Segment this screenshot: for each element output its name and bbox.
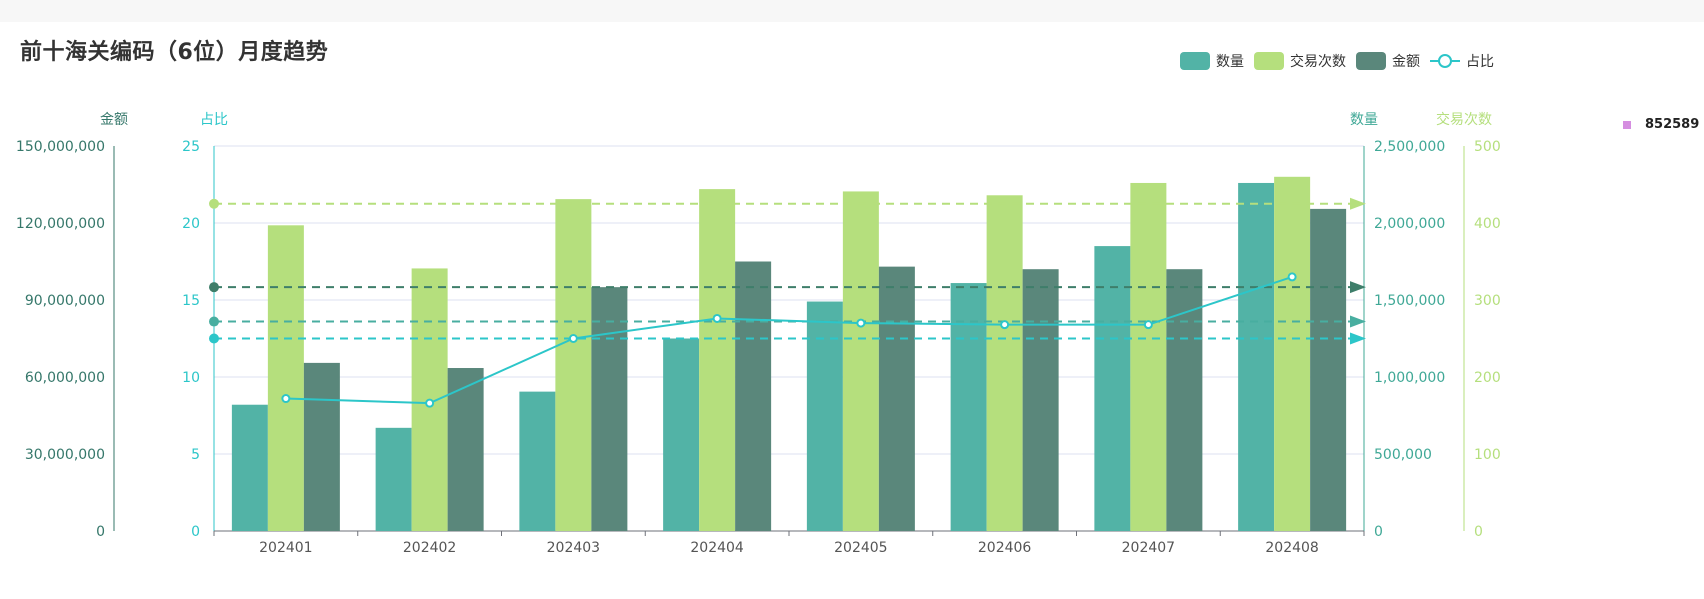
legend-item-count[interactable]: 交易次数 <box>1254 51 1346 71</box>
axis-title-amount: 金额 <box>100 112 128 128</box>
x-tick-label: 202403 <box>547 540 600 556</box>
bar-amount <box>878 266 915 531</box>
x-tick-label: 202404 <box>690 540 744 556</box>
bar-qty <box>663 338 700 531</box>
legend-swatch-qty <box>1180 52 1210 70</box>
x-tick-label: 202401 <box>259 540 312 556</box>
line-point-ratio <box>856 318 866 328</box>
bar-amount <box>591 287 628 531</box>
axis-tick-qty: 2,500,000 <box>1374 139 1445 155</box>
legend-label-ratio: 占比 <box>1466 54 1494 70</box>
bar-amount <box>447 368 484 531</box>
bar-amount <box>1022 269 1059 531</box>
legend-item-amount[interactable]: 金额 <box>1356 51 1420 71</box>
bar-qty <box>375 427 412 531</box>
axis-tick-ratio: 0 <box>191 524 200 540</box>
bar-amount <box>735 261 772 531</box>
average-line-start-amount <box>209 282 219 293</box>
legend-swatch-amount <box>1356 52 1386 70</box>
axis-tick-amount: 150,000,000 <box>16 139 105 155</box>
x-tick-label: 202406 <box>978 540 1032 556</box>
legend-swatch-count <box>1254 52 1284 70</box>
bar-count <box>1130 182 1167 531</box>
legend-label-amount: 金额 <box>1392 54 1420 70</box>
bar-count <box>986 195 1023 531</box>
axis-tick-count: 200 <box>1474 370 1501 386</box>
line-point-ratio <box>1287 272 1297 282</box>
x-tick-label: 202405 <box>834 540 887 556</box>
bar-qty <box>1094 246 1131 531</box>
x-tick-label: 202408 <box>1265 540 1318 556</box>
axis-tick-ratio: 5 <box>191 447 200 463</box>
axis-tick-qty: 1,500,000 <box>1374 293 1445 309</box>
axis-tick-amount: 30,000,000 <box>25 447 105 463</box>
bar-qty <box>950 283 987 531</box>
bar-count <box>842 191 879 531</box>
axis-tick-count: 0 <box>1474 524 1483 540</box>
chart-legend: 数量 交易次数 金额 占比 <box>1180 51 1494 71</box>
line-point-ratio <box>1143 320 1153 330</box>
axis-tick-count: 100 <box>1474 447 1501 463</box>
line-series-ratio <box>285 275 1293 405</box>
axis-tick-ratio: 20 <box>182 216 200 232</box>
x-tick-label: 202407 <box>1122 540 1175 556</box>
legend-label-count: 交易次数 <box>1290 54 1346 70</box>
average-line-arrow-amount <box>1350 281 1366 294</box>
bar-count <box>555 199 592 531</box>
chart-title: 前十海关编码（6位）月度趋势 <box>20 40 329 65</box>
axis-tick-amount: 0 <box>96 524 105 540</box>
line-point-ratio <box>425 398 435 408</box>
legend-item-ratio[interactable]: 占比 <box>1430 51 1494 71</box>
axis-tick-amount: 90,000,000 <box>25 293 105 309</box>
average-line-start-count <box>209 198 219 209</box>
bar-amount <box>1310 208 1347 531</box>
average-line-start-ratio <box>209 333 219 344</box>
line-point-ratio <box>568 334 578 343</box>
axis-tick-ratio: 25 <box>182 139 200 155</box>
legend-item-qty[interactable]: 数量 <box>1180 51 1244 71</box>
bar-count <box>699 189 736 531</box>
axis-tick-qty: 0 <box>1374 524 1383 540</box>
line-point-ratio <box>712 313 722 323</box>
axis-tick-amount: 120,000,000 <box>16 216 105 232</box>
axis-tick-count: 500 <box>1474 139 1501 155</box>
axis-tick-count: 400 <box>1474 216 1501 232</box>
axis-title-qty: 数量 <box>1350 112 1378 128</box>
top-bar <box>0 0 1704 22</box>
side-series-label[interactable]: 852589 <box>1623 117 1699 132</box>
axis-tick-amount: 60,000,000 <box>25 370 105 386</box>
legend-swatch-ratio <box>1430 54 1460 68</box>
axis-tick-qty: 500,000 <box>1374 447 1432 463</box>
x-tick-label: 202402 <box>403 540 456 556</box>
bar-count <box>1274 176 1311 532</box>
axis-tick-qty: 2,000,000 <box>1374 216 1445 232</box>
average-line-arrow-count <box>1350 197 1366 210</box>
legend-label-qty: 数量 <box>1216 54 1244 70</box>
average-line-arrow-qty <box>1350 315 1366 328</box>
bar-qty <box>519 391 556 531</box>
axis-tick-qty: 1,000,000 <box>1374 370 1445 386</box>
line-point-ratio <box>281 394 291 404</box>
bar-qty <box>231 404 268 531</box>
axis-title-count: 交易次数 <box>1436 111 1492 128</box>
bar-qty <box>806 301 843 531</box>
axis-tick-ratio: 10 <box>182 370 200 386</box>
average-line-arrow-ratio <box>1350 332 1366 345</box>
bar-qty <box>1238 182 1275 531</box>
line-point-ratio <box>1000 320 1010 330</box>
bar-amount <box>303 362 340 531</box>
side-series-text: 852589 <box>1645 117 1700 132</box>
side-series-marker <box>1623 120 1631 129</box>
axis-tick-count: 300 <box>1474 293 1501 309</box>
average-line-start-qty <box>209 316 219 327</box>
axis-tick-ratio: 15 <box>182 293 200 309</box>
bar-count <box>267 225 304 531</box>
axis-title-ratio: 占比 <box>200 112 228 128</box>
